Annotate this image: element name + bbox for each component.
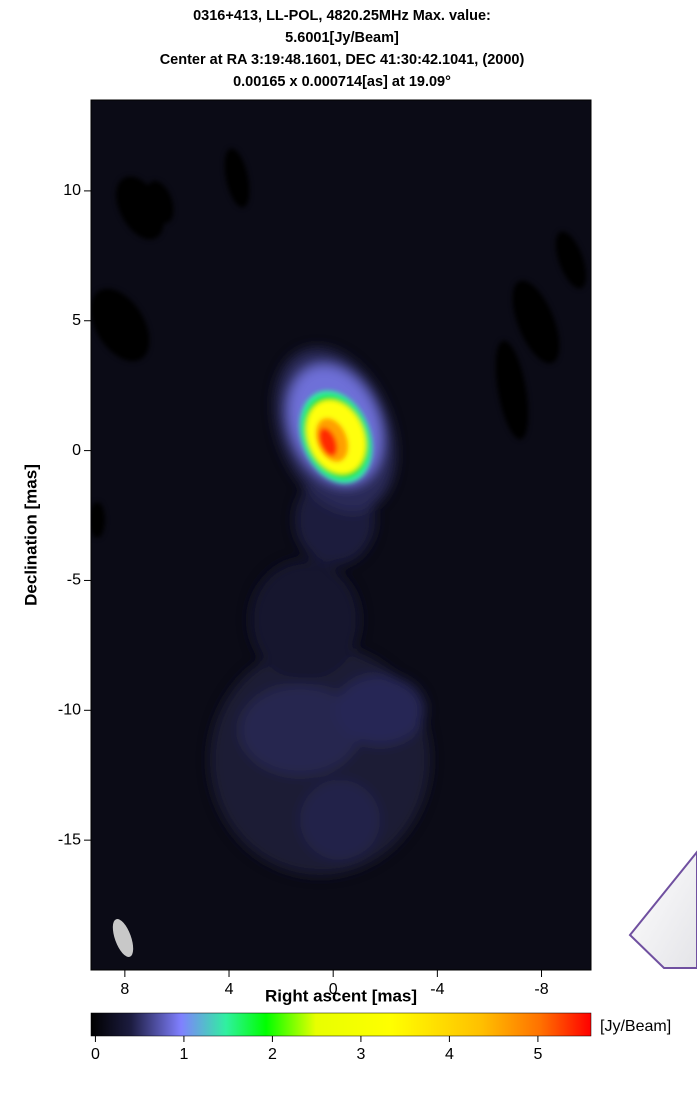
colorbar-label: [Jy/Beam]	[600, 1018, 671, 1035]
colorbar-tick-label: 2	[268, 1046, 277, 1063]
y-tick-label: -5	[67, 572, 81, 589]
x-axis-label: Right ascent [mas]	[265, 986, 417, 1005]
artifact	[630, 852, 697, 968]
x-tick-label: 0	[329, 981, 338, 998]
title-line: Center at RA 3:19:48.1601, DEC 41:30:42.…	[160, 52, 525, 68]
colorbar-tick-label: 1	[179, 1046, 188, 1063]
y-tick-label: -15	[58, 831, 81, 848]
x-tick-label: -8	[534, 981, 548, 998]
x-tick-label: -4	[430, 981, 444, 998]
colorbar-tick-label: 5	[533, 1046, 542, 1063]
page: {"chart_data": {"type": "image", "title"…	[0, 0, 697, 1096]
chart: 0316+413, LL-POL, 4820.25MHz Max. value:…	[0, 0, 697, 1096]
title-line: 0316+413, LL-POL, 4820.25MHz Max. value:	[193, 8, 491, 24]
y-tick-label: 5	[72, 312, 81, 329]
colorbar-tick-label: 3	[356, 1046, 365, 1063]
y-tick-label: -10	[58, 702, 81, 719]
title-line: 5.6001[Jy/Beam]	[285, 30, 399, 46]
x-tick-label: 8	[120, 981, 129, 998]
y-axis-label: Declination [mas]	[21, 464, 40, 606]
colorbar-tick-label: 4	[445, 1046, 454, 1063]
y-tick-label: 10	[63, 182, 81, 199]
y-tick-label: 0	[72, 442, 81, 459]
title-line: 0.00165 x 0.000714[as] at 19.09°	[233, 74, 451, 90]
colorbar	[91, 1013, 591, 1036]
colorbar-tick-label: 0	[91, 1046, 100, 1063]
image	[78, 100, 592, 970]
x-tick-label: 4	[225, 981, 234, 998]
